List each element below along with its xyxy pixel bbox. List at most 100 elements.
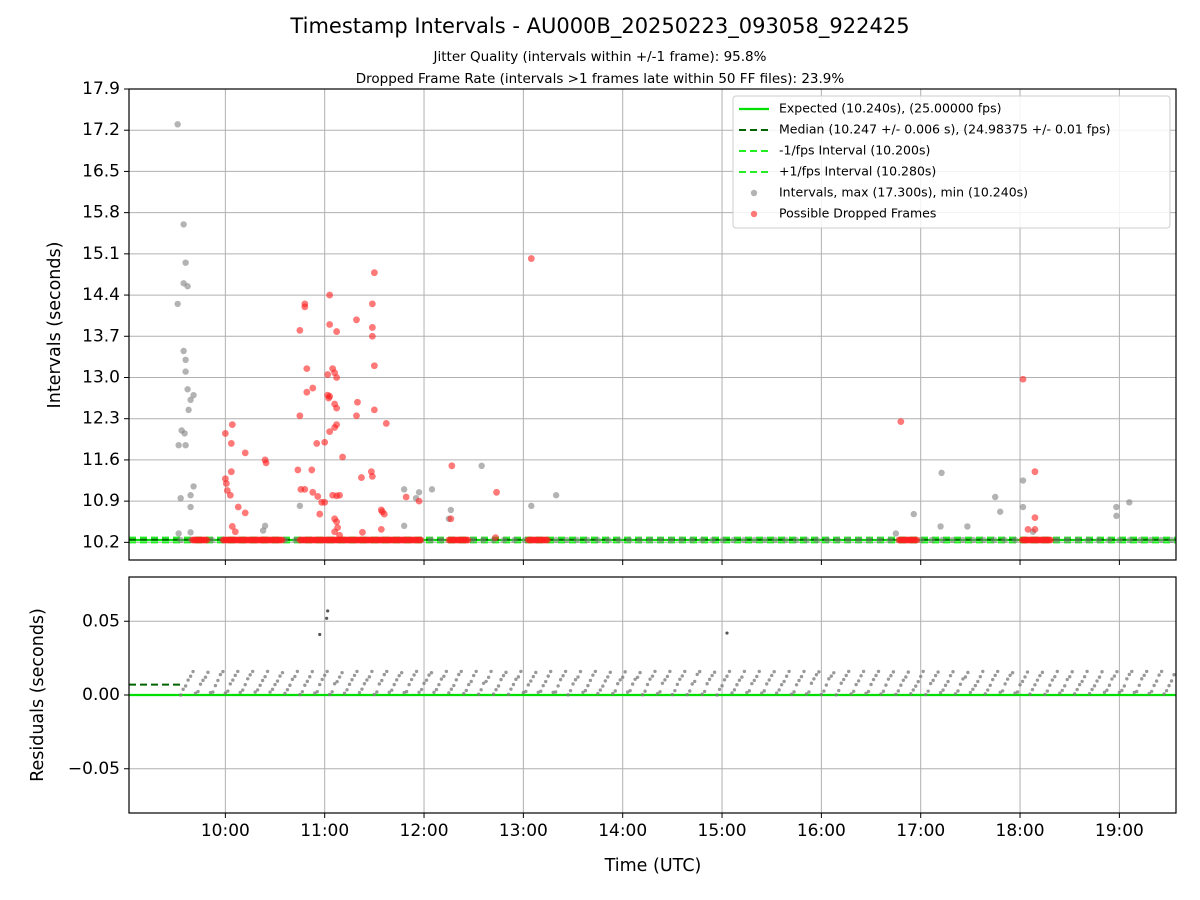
interval-point [182,441,189,449]
residual-point [923,692,928,697]
residual-outlier-point [725,631,729,635]
residual-point [350,678,354,682]
interval-point [605,536,612,544]
bottom-panel-points [178,609,1176,697]
residual-point [864,691,868,696]
residual-point [397,673,401,678]
residual-point [861,669,866,674]
residual-point [462,691,466,696]
interval-point [991,536,998,544]
dropped-frame-point [262,459,270,467]
residual-point [680,674,685,678]
residual-point [916,679,920,684]
residual-point [337,675,342,679]
interval-point [646,536,654,544]
residual-point [471,673,476,678]
residual-point [1140,677,1144,681]
dropped-frame-point [1031,514,1039,522]
residual-point [909,692,913,696]
dropped-frame-point [415,497,423,505]
residual-point [310,669,314,674]
residual-point [976,679,980,684]
dropped-frame-point [493,488,500,496]
residual-point [874,673,878,678]
x-tick-label: 14:00 [598,821,647,841]
dropped-frame-point [314,493,322,500]
legend-label: Median (10.247 +/- 0.006 s), (24.98375 +… [779,122,1110,137]
interval-point [447,506,455,514]
residual-point [645,682,650,687]
residual-point [665,674,670,679]
residual-point [325,669,329,674]
residual-point [213,683,218,688]
dropped-frame-point [353,412,360,420]
interval-point [259,527,267,534]
residual-point [1157,673,1161,677]
top-y-tick-label: 13.0 [82,367,120,387]
residual-point [191,669,195,674]
residual-point [894,692,898,697]
residual-point [1072,692,1077,696]
residual-point [630,682,635,686]
dropped-frame-point [313,440,321,447]
interval-point [910,510,917,518]
residual-point [576,675,580,679]
residual-point [1092,684,1097,688]
residual-point [434,687,439,692]
residual-point [822,689,826,693]
interval-point [563,536,570,544]
residual-point [832,671,836,675]
x-tick-label: 13:00 [499,821,548,841]
residual-outlier-point [326,609,330,613]
residual-point [419,687,424,692]
residual-point [295,669,300,674]
residual-point [658,690,662,694]
residual-point [993,673,997,678]
bottom-panel-reference-lines [129,683,1176,697]
residual-point [534,670,538,675]
dropped-frame-point [294,466,302,474]
residual-point [486,675,491,679]
dropped-frame-point [301,303,309,311]
residual-point [715,693,719,697]
residual-point [529,679,533,683]
residual-point [1147,691,1151,696]
dropped-frame-point [1031,468,1039,476]
residual-point [382,672,386,677]
residual-point [275,679,280,683]
residual-point [280,670,285,675]
dropped-frame-point [1024,525,1032,533]
residual-point [260,678,265,683]
dropped-frame-point [227,440,235,447]
dropped-frame-point [353,316,360,324]
residual-point [263,675,267,679]
residual-point [539,689,543,693]
residual-point [896,689,901,693]
interval-point [1053,536,1060,544]
dropped-frame-point [241,449,249,457]
dropped-frame-point [448,462,456,470]
residual-point [921,669,925,674]
residual-point [196,689,200,694]
residual-point [447,691,451,695]
residual-point [206,670,210,675]
dropped-frame-point [231,528,239,536]
residual-point [524,689,528,694]
residual-point [414,669,419,674]
residual-point [250,669,255,674]
residual-point [181,687,185,692]
interval-point [438,536,445,544]
residual-point [770,673,774,678]
residual-point [1154,679,1159,683]
interval-point [187,503,194,511]
residual-point [186,678,190,682]
residual-point [663,678,667,682]
residual-point [978,674,983,679]
dropped-frame-point [492,534,499,542]
residual-point [792,690,796,694]
dropped-frame-point [359,528,366,536]
residual-point [1048,683,1052,687]
residual-point [365,678,369,682]
residual-point [265,669,270,674]
interval-point [296,502,304,510]
